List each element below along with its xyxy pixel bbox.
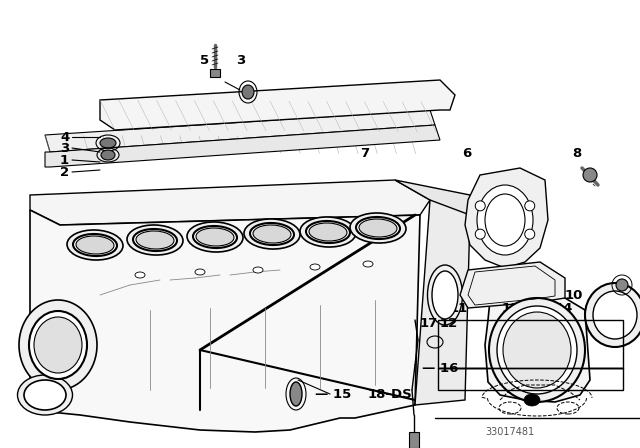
- Ellipse shape: [253, 225, 291, 243]
- Text: — 15: — 15: [315, 388, 351, 401]
- Bar: [438, 320, 623, 368]
- Bar: [210, 69, 220, 77]
- Ellipse shape: [101, 150, 115, 160]
- Ellipse shape: [359, 219, 397, 237]
- Text: 18-DS: 18-DS: [368, 388, 413, 401]
- Ellipse shape: [585, 283, 640, 347]
- Ellipse shape: [363, 261, 373, 267]
- Ellipse shape: [503, 312, 571, 388]
- Ellipse shape: [350, 213, 406, 243]
- Ellipse shape: [432, 271, 458, 319]
- Text: 33017481: 33017481: [485, 427, 534, 437]
- Polygon shape: [415, 200, 470, 405]
- Ellipse shape: [300, 217, 356, 247]
- Ellipse shape: [100, 138, 116, 148]
- Text: 2: 2: [60, 165, 69, 178]
- Ellipse shape: [67, 230, 123, 260]
- Text: 5: 5: [200, 53, 209, 66]
- Text: 1: 1: [60, 154, 69, 167]
- Ellipse shape: [306, 221, 350, 243]
- Ellipse shape: [133, 229, 177, 251]
- Ellipse shape: [524, 394, 540, 406]
- Ellipse shape: [34, 317, 82, 373]
- Text: 7: 7: [360, 146, 369, 159]
- Ellipse shape: [196, 228, 234, 246]
- Ellipse shape: [136, 231, 174, 249]
- Ellipse shape: [583, 168, 597, 182]
- Ellipse shape: [310, 264, 320, 270]
- Ellipse shape: [290, 382, 302, 406]
- Text: 4: 4: [60, 130, 69, 143]
- Polygon shape: [465, 168, 548, 268]
- Ellipse shape: [250, 223, 294, 245]
- Ellipse shape: [489, 298, 585, 402]
- Ellipse shape: [187, 222, 243, 252]
- Text: 11: 11: [450, 302, 468, 314]
- Text: 9: 9: [495, 322, 504, 335]
- Ellipse shape: [193, 226, 237, 248]
- Text: 14: 14: [555, 302, 573, 314]
- Ellipse shape: [476, 229, 485, 239]
- Ellipse shape: [73, 234, 117, 256]
- Ellipse shape: [476, 201, 485, 211]
- Polygon shape: [45, 110, 435, 152]
- Ellipse shape: [244, 219, 300, 249]
- Ellipse shape: [135, 272, 145, 278]
- Ellipse shape: [195, 269, 205, 275]
- Ellipse shape: [242, 85, 254, 99]
- Ellipse shape: [428, 265, 463, 325]
- Ellipse shape: [477, 185, 533, 255]
- Polygon shape: [100, 80, 455, 130]
- Polygon shape: [485, 295, 590, 402]
- Ellipse shape: [29, 311, 87, 379]
- Text: 3: 3: [60, 142, 69, 155]
- Text: 10: 10: [565, 289, 584, 302]
- Ellipse shape: [485, 194, 525, 246]
- Ellipse shape: [76, 236, 114, 254]
- Ellipse shape: [593, 291, 637, 339]
- Ellipse shape: [19, 300, 97, 390]
- Polygon shape: [460, 262, 565, 308]
- Ellipse shape: [309, 223, 347, 241]
- Text: — 16: — 16: [422, 362, 458, 375]
- Polygon shape: [30, 180, 430, 225]
- Text: 8: 8: [572, 146, 581, 159]
- Ellipse shape: [24, 380, 66, 410]
- Text: 3: 3: [236, 53, 245, 66]
- Ellipse shape: [127, 225, 183, 255]
- Text: 17: 17: [420, 316, 438, 329]
- Ellipse shape: [525, 201, 535, 211]
- Ellipse shape: [525, 229, 535, 239]
- Bar: [409, 432, 419, 448]
- Ellipse shape: [17, 375, 72, 415]
- Ellipse shape: [616, 279, 628, 291]
- Ellipse shape: [253, 267, 263, 273]
- Ellipse shape: [356, 217, 400, 239]
- Polygon shape: [45, 125, 440, 167]
- Bar: [438, 368, 623, 390]
- Text: 6: 6: [462, 146, 471, 159]
- Ellipse shape: [497, 306, 577, 394]
- Text: 12: 12: [440, 316, 458, 329]
- Polygon shape: [30, 210, 420, 432]
- Text: 13: 13: [502, 302, 520, 314]
- Polygon shape: [395, 180, 470, 215]
